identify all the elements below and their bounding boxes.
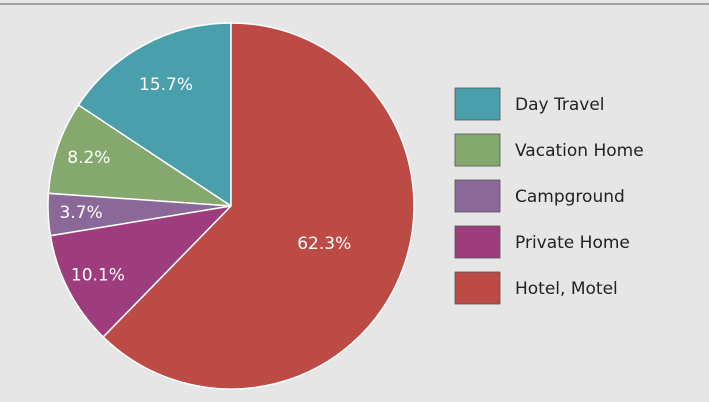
legend-label: Day Travel (515, 95, 605, 115)
legend-label: Campground (515, 187, 625, 207)
pie-slice (47, 104, 234, 207)
pie-slice (77, 22, 232, 208)
slice-label: 8.2% (67, 148, 110, 168)
legend-label: Vacation Home (515, 141, 644, 161)
legend-label: Hotel, Motel (515, 279, 618, 299)
slice-label: 62.3% (297, 234, 351, 254)
legend-swatch (454, 133, 501, 167)
legend-swatch (454, 225, 501, 259)
slice-label: 3.7% (60, 203, 103, 223)
slice-label: 15.7% (139, 75, 193, 95)
pie-slice (49, 204, 234, 339)
slice-label: 10.1% (71, 265, 125, 285)
legend-swatch (454, 87, 501, 121)
legend-swatch (454, 271, 501, 305)
legend-swatch (454, 179, 501, 213)
legend-label: Private Home (515, 233, 630, 253)
pie-slice (102, 22, 415, 390)
